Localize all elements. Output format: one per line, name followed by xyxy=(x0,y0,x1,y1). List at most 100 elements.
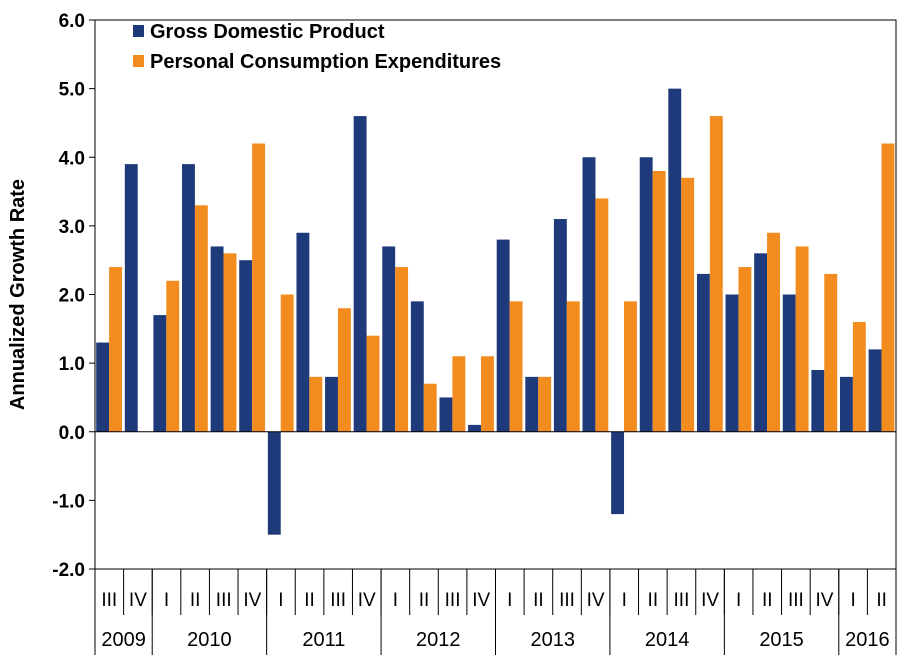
year-label: 2015 xyxy=(759,629,804,651)
legend-swatch xyxy=(133,55,144,67)
y-axis-label: Annualized Growth Rate xyxy=(7,179,29,410)
quarter-label: II xyxy=(190,590,201,611)
pce-bar xyxy=(280,294,294,432)
pce-bar xyxy=(881,143,895,432)
pce-bar xyxy=(252,143,266,432)
quarter-label: I xyxy=(622,590,627,611)
quarter-label: II xyxy=(762,590,773,611)
pce-bar xyxy=(395,267,409,432)
gdp-bar xyxy=(296,232,310,432)
gdp-bar xyxy=(696,273,710,432)
legend-label: Personal Consumption Expenditures xyxy=(150,51,501,73)
legend: Gross Domestic Product Personal Consumpti… xyxy=(133,21,501,73)
pce-bar xyxy=(709,116,723,432)
pce-bar xyxy=(624,301,637,432)
pce-bar xyxy=(538,376,552,432)
pce-bar xyxy=(166,280,180,432)
quarter-label: I xyxy=(393,590,398,611)
quarter-label: IV xyxy=(243,590,261,611)
pce-bar xyxy=(366,335,380,432)
gdp-bar xyxy=(96,342,110,432)
gdp-bar xyxy=(496,239,510,432)
gdp-bar xyxy=(639,157,653,432)
quarter-label: I xyxy=(164,590,169,611)
pce-bar xyxy=(795,246,809,432)
gdp-bar xyxy=(468,424,481,432)
year-label: 2010 xyxy=(187,629,232,651)
y-tick-label: 3.0 xyxy=(59,217,85,238)
gdp-bar xyxy=(811,369,825,432)
pce-bar xyxy=(595,198,609,432)
bars-layer xyxy=(96,88,895,535)
axes-layer xyxy=(89,19,897,655)
quarter-label: IV xyxy=(472,590,490,611)
quarter-label: I xyxy=(507,590,512,611)
gdp-bar xyxy=(210,246,224,432)
y-tick-label: 4.0 xyxy=(59,148,85,169)
year-label: 2009 xyxy=(101,629,146,651)
pce-bar xyxy=(223,253,237,432)
quarter-label: II xyxy=(876,590,887,611)
pce-bar xyxy=(480,356,494,432)
pce-bar xyxy=(738,267,752,432)
year-label: 2011 xyxy=(302,629,345,651)
gdp-bar xyxy=(868,349,882,432)
y-tick-label: -2.0 xyxy=(52,560,85,581)
quarter-label: III xyxy=(216,590,232,611)
gdp-bar xyxy=(668,88,682,432)
year-label: 2014 xyxy=(645,629,690,651)
year-label: 2012 xyxy=(416,629,461,651)
y-tick-label: 6.0 xyxy=(59,11,85,32)
y-tick-label: 5.0 xyxy=(59,80,85,101)
pce-bar xyxy=(652,170,666,432)
gdp-bar xyxy=(325,376,338,432)
pce-bar xyxy=(309,376,323,432)
pce-bar xyxy=(852,321,866,432)
quarter-label: IV xyxy=(816,590,834,611)
quarter-label: III xyxy=(330,590,346,611)
gdp-bar xyxy=(410,301,424,432)
quarter-label: IV xyxy=(701,590,719,611)
gdp-bar xyxy=(267,431,281,535)
gdp-bar xyxy=(725,294,739,432)
pce-bar xyxy=(109,267,122,432)
pce-bar xyxy=(194,205,208,432)
quarter-label: IV xyxy=(358,590,376,611)
quarter-label: III xyxy=(559,590,575,611)
pce-bar xyxy=(824,273,838,432)
gdp-bar xyxy=(582,157,596,432)
gdp-bar xyxy=(754,253,768,432)
quarter-label: II xyxy=(304,590,315,611)
gdp-bar xyxy=(439,397,453,432)
y-tick-label: -1.0 xyxy=(52,491,85,512)
gdp-bar xyxy=(239,260,253,432)
quarter-label: I xyxy=(850,590,855,611)
y-tick-label: 1.0 xyxy=(59,354,85,375)
quarter-label: IV xyxy=(129,590,147,611)
y-tick-label: 0.0 xyxy=(59,423,85,444)
gdp-bar xyxy=(611,431,625,515)
legend-swatch xyxy=(133,25,144,37)
y-tick-label: 2.0 xyxy=(59,286,85,307)
pce-bar xyxy=(509,301,523,432)
quarter-label: IV xyxy=(587,590,605,611)
legend-label: Gross Domestic Product xyxy=(150,21,385,43)
quarter-label: I xyxy=(278,590,283,611)
year-label: 2013 xyxy=(530,629,575,651)
pce-bar xyxy=(681,177,695,432)
gdp-bar xyxy=(124,164,138,432)
gdp-bar xyxy=(182,164,195,432)
gdp-bar xyxy=(525,376,539,432)
pce-bar xyxy=(566,301,580,432)
quarter-label: III xyxy=(674,590,690,611)
quarter-label: II xyxy=(648,590,659,611)
gdp-bar xyxy=(153,315,167,432)
gdp-bar xyxy=(839,376,853,432)
pce-bar xyxy=(423,383,437,432)
gdp-bar xyxy=(782,294,796,432)
pce-bar xyxy=(337,308,351,432)
quarter-label: III xyxy=(101,590,117,611)
quarter-label: III xyxy=(788,590,804,611)
